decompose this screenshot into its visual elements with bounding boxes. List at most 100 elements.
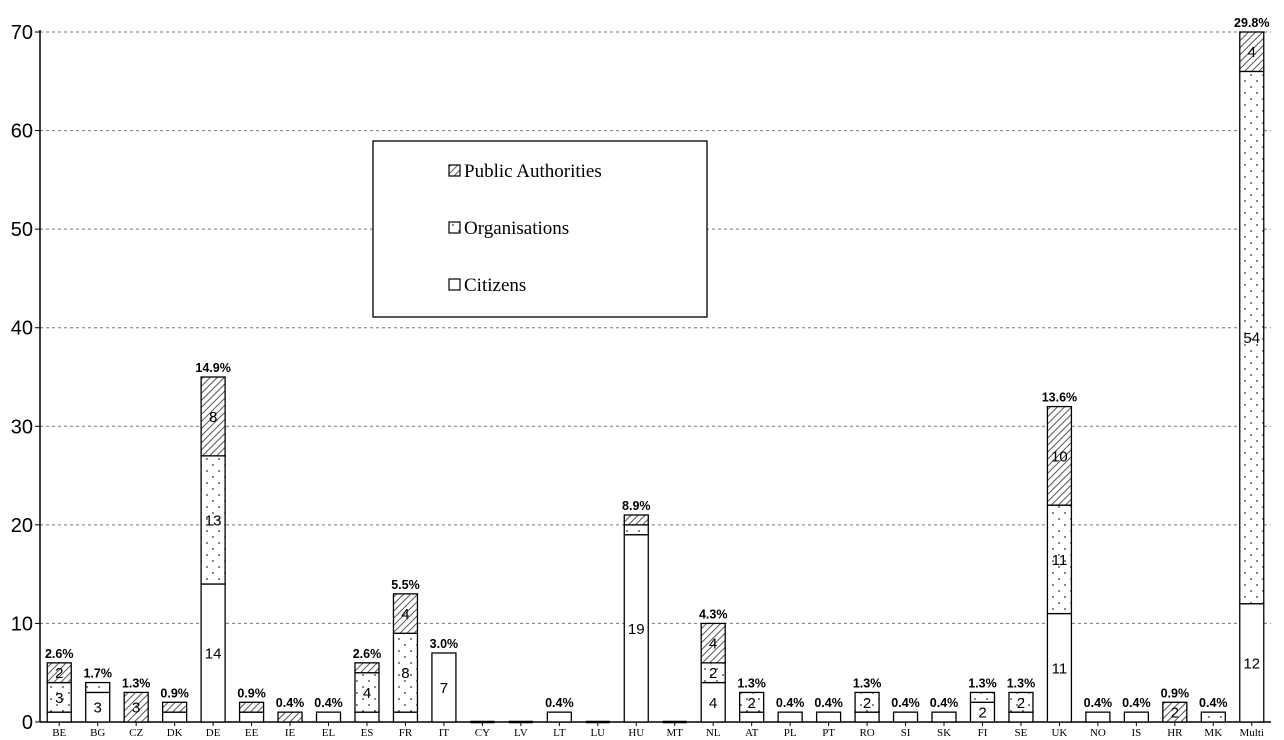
bar-segment-organisations bbox=[392, 632, 419, 713]
percentage-label: 1.3% bbox=[968, 676, 997, 690]
x-category-label: EL bbox=[322, 727, 336, 739]
bar-segment-public-authorities bbox=[623, 514, 649, 526]
percentage-label: 1.3% bbox=[737, 676, 766, 690]
segment-value-label: 4 bbox=[363, 685, 371, 702]
y-tick-label: 0 bbox=[22, 712, 33, 734]
bar-segment-organisations bbox=[1008, 691, 1034, 713]
percentage-label: 2.6% bbox=[45, 647, 74, 661]
segment-value-label: 7 bbox=[440, 680, 448, 697]
bar-segment-organisations bbox=[1200, 711, 1226, 723]
legend-swatch bbox=[448, 221, 461, 234]
x-category-label: CZ bbox=[129, 727, 143, 739]
percentage-label: 1.3% bbox=[1007, 676, 1036, 690]
x-category-label: PT bbox=[822, 727, 835, 739]
x-category-label: LU bbox=[590, 727, 605, 739]
bar-segment-public-authorities bbox=[161, 701, 188, 713]
bar-segment-citizens bbox=[1085, 711, 1111, 723]
segment-value-label: 12 bbox=[1243, 655, 1260, 672]
x-category-label: MK bbox=[1204, 727, 1222, 739]
x-category-label: BG bbox=[90, 727, 105, 739]
segment-value-label: 2 bbox=[55, 665, 63, 682]
segment-value-label: 4 bbox=[1248, 44, 1256, 61]
axes: 0 10 20 30 40 50 60 70 BE BG CZ DK DE EE IE EL ES FR IT CY L… bbox=[11, 22, 1271, 739]
data-labels: 3 2 2.6% 3 1.7% 3 1.3% 0.9% 14 13 8 14.9% 0.9% 0.4% 0.… bbox=[45, 16, 1270, 722]
bar-segment-citizens bbox=[85, 691, 111, 723]
x-category-label: LV bbox=[514, 727, 528, 739]
bar-segment-public-authorities bbox=[277, 711, 303, 723]
x-category-label: NL bbox=[706, 727, 721, 739]
percentage-label: 0.4% bbox=[276, 696, 305, 710]
segment-value-label: 2 bbox=[863, 695, 871, 712]
bar-segment-public-authorities bbox=[238, 701, 265, 713]
bar-segment-organisations bbox=[85, 681, 111, 694]
y-tick-label: 50 bbox=[11, 219, 33, 241]
bar-segment-citizens bbox=[238, 711, 265, 723]
x-category-label: HR bbox=[1167, 727, 1183, 739]
x-category-label: ES bbox=[361, 727, 374, 739]
segment-value-label: 19 bbox=[628, 621, 645, 638]
segment-value-label: 2 bbox=[978, 705, 986, 722]
segment-value-label: 3 bbox=[55, 690, 63, 707]
percentage-label: 1.3% bbox=[853, 676, 882, 690]
legend-label: Organisations bbox=[464, 218, 569, 239]
x-category-label: SK bbox=[937, 727, 951, 739]
percentage-label: 1.3% bbox=[122, 676, 151, 690]
bar-segment-citizens bbox=[892, 711, 919, 723]
percentage-label: 13.6% bbox=[1042, 391, 1077, 405]
bar-segment-citizens bbox=[623, 534, 649, 723]
bar-segment-public-authorities bbox=[1046, 405, 1073, 506]
bar-segment-public-authorities bbox=[354, 662, 380, 674]
percentage-label: 0.4% bbox=[891, 696, 920, 710]
x-category-label: UK bbox=[1051, 727, 1067, 739]
x-category-label: SI bbox=[901, 727, 911, 739]
bar-segment-citizens bbox=[777, 711, 803, 723]
percentage-label: 0.9% bbox=[160, 686, 189, 700]
y-tick-label: 60 bbox=[11, 121, 33, 143]
percentage-label: 0.4% bbox=[776, 696, 805, 710]
bar-segment-public-authorities bbox=[392, 593, 419, 634]
bar-segment-citizens bbox=[354, 711, 380, 723]
bar-segment-public-authorities bbox=[46, 662, 72, 684]
segment-value-label: 4 bbox=[401, 606, 409, 623]
x-category-label: AT bbox=[745, 727, 759, 739]
percentage-label: 0.4% bbox=[1084, 696, 1113, 710]
segment-value-label: 4 bbox=[709, 636, 717, 653]
segment-value-label: 2 bbox=[1171, 705, 1179, 722]
bar-segment-organisations bbox=[739, 691, 765, 713]
segment-value-label: 11 bbox=[1052, 552, 1068, 569]
segment-value-label: 8 bbox=[401, 665, 409, 682]
gridlines bbox=[40, 31, 1271, 624]
bar-segment-citizens bbox=[315, 711, 342, 723]
legend-swatch bbox=[448, 278, 461, 291]
segment-value-label: 14 bbox=[205, 646, 222, 663]
segment-value-label: 8 bbox=[209, 409, 217, 426]
legend-swatch bbox=[448, 164, 461, 177]
percentage-label: 5.5% bbox=[391, 578, 420, 592]
percentage-label: 2.6% bbox=[353, 647, 382, 661]
bar-segment-citizens bbox=[815, 711, 842, 723]
percentage-label: 0.9% bbox=[237, 686, 266, 700]
segment-value-label: 11 bbox=[1052, 660, 1068, 677]
segment-value-label: 2 bbox=[1017, 695, 1025, 712]
bar-segment-organisations bbox=[623, 524, 649, 536]
percentage-label: 0.9% bbox=[1161, 686, 1190, 700]
bar-segment-organisations bbox=[200, 455, 226, 585]
percentage-label: 0.4% bbox=[1199, 696, 1228, 710]
bar-segment-organisations bbox=[354, 672, 380, 713]
legend: Public Authorities Organisations Citizens bbox=[372, 140, 708, 318]
segment-value-label: 10 bbox=[1051, 448, 1068, 465]
bar-segment-citizens bbox=[739, 711, 765, 723]
percentage-label: 1.7% bbox=[83, 667, 112, 681]
bar-segment-organisations bbox=[46, 681, 72, 713]
bar-segment-organisations bbox=[854, 691, 880, 713]
percentage-label: 0.4% bbox=[1122, 696, 1151, 710]
bars bbox=[46, 31, 1265, 724]
bar-segment-public-authorities bbox=[200, 376, 226, 457]
bar-segment-public-authorities bbox=[700, 622, 726, 664]
x-category-label: BE bbox=[52, 727, 66, 739]
bar-segment-organisations bbox=[969, 691, 996, 703]
percentage-label: 29.8% bbox=[1234, 16, 1269, 30]
segment-value-label: 3 bbox=[132, 700, 140, 717]
bar-segment-public-authorities bbox=[1239, 31, 1265, 73]
bar-segment-citizens bbox=[1239, 603, 1265, 723]
